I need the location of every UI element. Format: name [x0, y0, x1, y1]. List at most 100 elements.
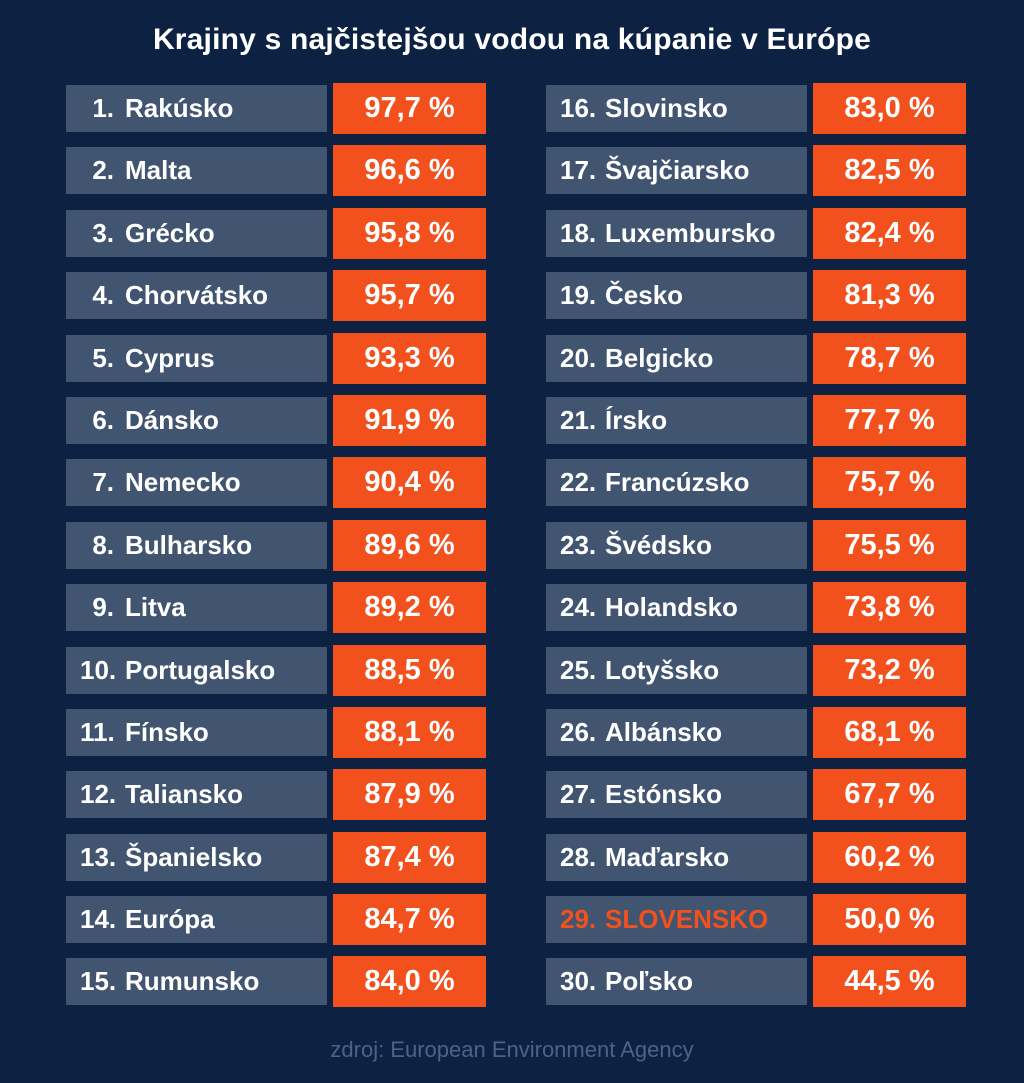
- value-text: 97,7 %: [364, 92, 455, 124]
- page-title: Krajiny s najčistejšou vodou na kúpanie …: [152, 23, 872, 56]
- ranking-row: 10. Portugalsko 88,5 %: [66, 644, 486, 696]
- ranking-row: 13. Španielsko 87,4 %: [66, 831, 486, 883]
- value-text: 82,4 %: [844, 216, 935, 249]
- rank-number: 23.: [560, 529, 597, 560]
- rank-number: 16.: [560, 93, 597, 123]
- country-name: Fínsko: [125, 716, 209, 747]
- value-text: 95,7 %: [364, 279, 455, 312]
- country-name: SLOVENSKO: [605, 904, 769, 935]
- country-name: Lotyšsko: [605, 654, 720, 685]
- ranking-row: 24. Holandsko 73,8 %: [546, 582, 966, 634]
- value-text: 81,3 %: [844, 279, 935, 312]
- value-text: 67,7 %: [844, 778, 935, 811]
- country-label-bar: 17. Švajčiarsko: [546, 147, 807, 195]
- country-label-bar: 14. Európa: [66, 896, 327, 944]
- country-name: Malta: [125, 155, 192, 186]
- rank-number: 18.: [560, 217, 597, 248]
- country-name: Cyprus: [125, 342, 215, 373]
- country-label-bar: 16. Slovinsko: [546, 85, 807, 132]
- rank-number: 2.: [92, 155, 114, 186]
- country-label-bar: 21. Írsko: [546, 396, 807, 444]
- ranking-row: 22. Francúzsko 75,7 %: [546, 457, 966, 509]
- rank-number: 21.: [560, 404, 597, 435]
- value-text: 90,4 %: [364, 466, 455, 499]
- value-badge: 96,6 %: [333, 145, 486, 197]
- value-badge: 68,1 %: [813, 706, 966, 758]
- country-label-bar: 9. Litva: [66, 584, 327, 632]
- value-badge: 82,5 %: [813, 145, 966, 197]
- value-badge: 60,2 %: [813, 831, 966, 883]
- value-badge: 78,7 %: [813, 332, 966, 384]
- value-badge: 95,8 %: [333, 207, 486, 259]
- value-badge: 84,0 %: [333, 956, 486, 1008]
- value-text: 60,2 %: [844, 840, 935, 873]
- country-name: Grécko: [125, 217, 215, 248]
- country-label-bar: 2. Malta: [66, 147, 327, 195]
- ranking-row: 17. Švajčiarsko 82,5 %: [546, 145, 966, 197]
- ranking-row: 8. Bulharsko 89,6 %: [66, 519, 486, 571]
- ranking-row: 20. Belgicko 78,7 %: [546, 332, 966, 384]
- country-name: Poľsko: [605, 966, 694, 997]
- value-badge: 83,0 %: [813, 83, 966, 134]
- ranking-row: 30. Poľsko 44,5 %: [546, 956, 966, 1008]
- rank-number: 3.: [92, 217, 114, 248]
- ranking-row: 23. Švédsko 75,5 %: [546, 519, 966, 571]
- value-text: 78,7 %: [844, 341, 935, 374]
- value-text: 77,7 %: [844, 403, 935, 436]
- value-badge: 89,2 %: [333, 582, 486, 634]
- rank-number: 27.: [560, 779, 597, 810]
- value-badge: 81,3 %: [813, 270, 966, 322]
- ranking-row: 5. Cyprus 93,3 %: [66, 332, 486, 384]
- country-label-bar: 11. Fínsko: [66, 708, 327, 756]
- ranking-row: 6. Dánsko 91,9 %: [66, 394, 486, 446]
- value-badge: 88,1 %: [333, 706, 486, 758]
- rank-number: 17.: [560, 155, 597, 186]
- rank-number: 19.: [560, 280, 597, 311]
- value-badge: 91,9 %: [333, 394, 486, 446]
- country-name: Portugalsko: [125, 654, 276, 685]
- country-label-bar: 24. Holandsko: [546, 584, 807, 632]
- value-text: 83,0 %: [844, 92, 935, 124]
- value-badge: 88,5 %: [333, 644, 486, 696]
- ranking-row: 4. Chorvátsko 95,7 %: [66, 270, 486, 322]
- country-label-bar: 15. Rumunsko: [66, 958, 327, 1006]
- ranking-columns: 1. Rakúsko 97,7 % 2. Malta 96,6 % 3. Grécko 95,8…: [0, 83, 1024, 1008]
- value-badge: 75,7 %: [813, 457, 966, 509]
- value-text: 93,3 %: [364, 341, 455, 374]
- country-label-bar: 18. Luxembursko: [546, 209, 807, 257]
- country-label-bar: 4. Chorvátsko: [66, 272, 327, 320]
- rank-number: 14.: [80, 904, 117, 935]
- rank-number: 22.: [560, 467, 597, 498]
- value-badge: 82,4 %: [813, 207, 966, 259]
- country-name: Estónsko: [605, 779, 723, 810]
- value-badge: 87,9 %: [333, 769, 486, 821]
- country-name: Luxembursko: [605, 217, 776, 248]
- ranking-row: 2. Malta 96,6 %: [66, 145, 486, 197]
- rank-number: 1.: [92, 93, 114, 123]
- value-text: 82,5 %: [844, 154, 935, 187]
- rank-number: 15.: [80, 966, 117, 997]
- value-badge: 84,7 %: [333, 894, 486, 946]
- ranking-row: 27. Estónsko 67,7 %: [546, 769, 966, 821]
- value-text: 84,7 %: [364, 903, 455, 936]
- value-text: 91,9 %: [364, 403, 455, 436]
- ranking-row: 19. Česko 81,3 %: [546, 270, 966, 322]
- ranking-row: 28. Maďarsko 60,2 %: [546, 831, 966, 883]
- country-label-bar: 6. Dánsko: [66, 396, 327, 444]
- country-label-bar: 25. Lotyšsko: [546, 646, 807, 694]
- country-name: Bulharsko: [125, 529, 253, 560]
- value-text: 68,1 %: [844, 715, 935, 748]
- value-badge: 93,3 %: [333, 332, 486, 384]
- rank-number: 29.: [560, 904, 597, 935]
- country-label-bar: 8. Bulharsko: [66, 521, 327, 569]
- value-badge: 67,7 %: [813, 769, 966, 821]
- value-text: 87,9 %: [364, 778, 455, 811]
- country-name: Belgicko: [605, 342, 714, 373]
- value-text: 87,4 %: [364, 840, 455, 873]
- ranking-row: 11. Fínsko 88,1 %: [66, 706, 486, 758]
- value-badge: 77,7 %: [813, 394, 966, 446]
- country-name: Taliansko: [125, 779, 244, 810]
- rank-number: 7.: [92, 467, 114, 498]
- ranking-row: 9. Litva 89,2 %: [66, 582, 486, 634]
- ranking-row: 25. Lotyšsko 73,2 %: [546, 644, 966, 696]
